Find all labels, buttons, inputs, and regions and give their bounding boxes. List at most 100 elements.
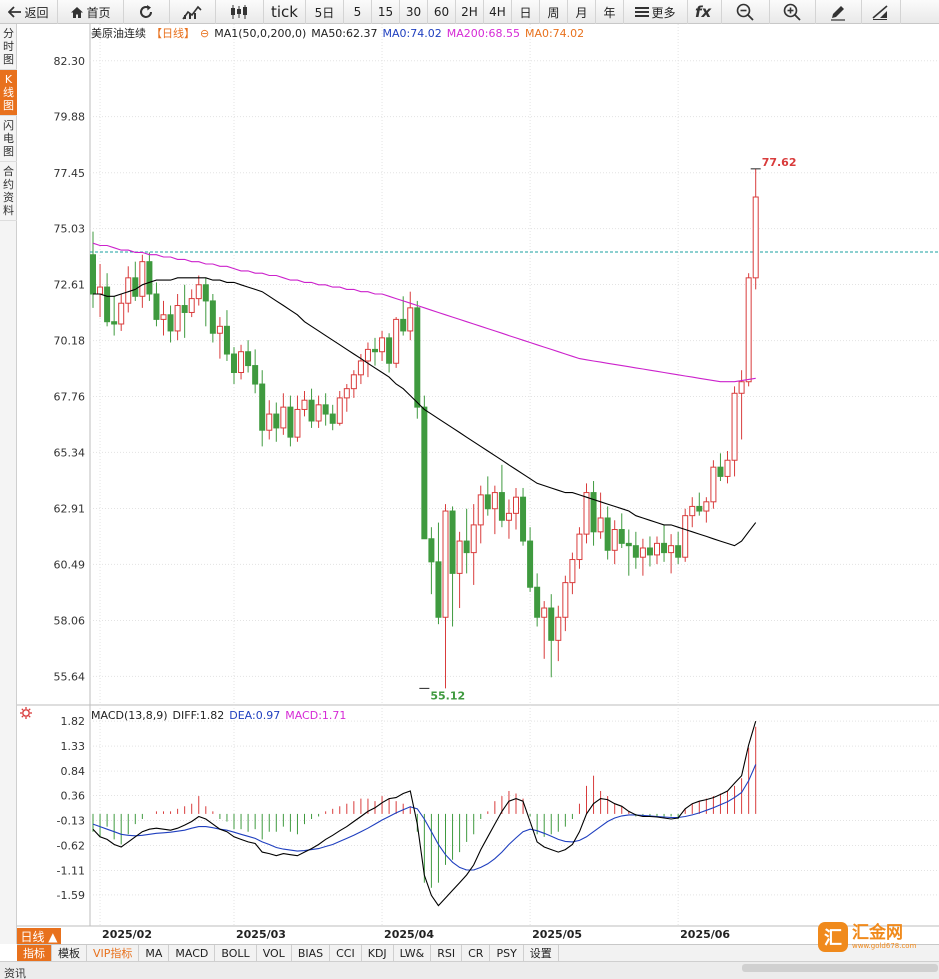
period-tick[interactable]: tick [264, 0, 306, 24]
period-5[interactable]: 5 [344, 0, 372, 24]
candle-body [654, 542, 660, 556]
tab-settings[interactable]: 设置 [524, 945, 559, 961]
tab-contract-char: 合 [3, 165, 14, 178]
period-month-label: 月 [575, 5, 588, 20]
legend-item: MA1(50,0,200,0) [214, 27, 306, 40]
ma50-line [93, 277, 757, 547]
home-button[interactable]: 首页 [58, 0, 124, 24]
candles-icon [229, 4, 249, 20]
candle-body [294, 408, 301, 438]
candle-body [442, 510, 449, 618]
logo-url: www.gold678.com [852, 941, 917, 950]
tab-flash-char: 图 [3, 145, 14, 158]
indicator-settings-icon[interactable] [20, 707, 32, 719]
candle-body [470, 524, 477, 554]
candle-body [703, 501, 710, 512]
period-month[interactable]: 月 [568, 0, 596, 24]
candle-body [280, 406, 287, 429]
period-30[interactable]: 30 [400, 0, 428, 24]
tab-timeshare[interactable]: 分时图 [0, 24, 17, 70]
candle-body [477, 494, 484, 526]
period-day[interactable]: 日 [512, 0, 540, 24]
formula-button[interactable]: fx [688, 0, 722, 24]
news-tab[interactable]: 资讯 [4, 967, 26, 979]
date-tick-label: 2025/02 [102, 928, 152, 941]
date-tick-label: 2025/04 [384, 928, 434, 941]
candle-body [238, 351, 245, 373]
candle-body [364, 348, 371, 362]
draw-button[interactable] [816, 0, 862, 24]
candle-body [738, 381, 745, 394]
tab-macd[interactable]: MACD [169, 945, 216, 961]
candle-body [498, 492, 505, 521]
period-5d[interactable]: 5日 [306, 0, 344, 24]
collapse-button[interactable] [862, 0, 901, 24]
zoom-out-icon [736, 3, 754, 21]
back-arrow-icon [8, 6, 22, 18]
period-60[interactable]: 60 [428, 0, 456, 24]
extreme-label: 77.62 [762, 156, 797, 169]
zoom-out-button[interactable] [722, 0, 770, 24]
scroll-handle[interactable] [742, 964, 938, 972]
candle-body [435, 561, 442, 618]
tab-bias[interactable]: BIAS [292, 945, 331, 961]
candle-type-button[interactable] [216, 0, 264, 24]
period-year[interactable]: 年 [596, 0, 624, 24]
tab-psy[interactable]: PSY [490, 945, 524, 961]
zoom-in-button[interactable] [770, 0, 816, 24]
pencil-icon [829, 3, 847, 21]
legend-item: MA0:74.02 [383, 27, 442, 40]
candle-body [216, 325, 223, 334]
tab-vol[interactable]: VOL [257, 945, 292, 961]
price-tick-label: 82.30 [54, 55, 86, 68]
period-5d-label: 5日 [314, 5, 335, 20]
legend-item: ⊖ [200, 27, 209, 40]
candle-body [322, 404, 329, 415]
period-15[interactable]: 15 [372, 0, 400, 24]
candle-body [104, 286, 111, 323]
candle-body [597, 517, 604, 533]
candle-body [421, 406, 428, 540]
tab-contract[interactable]: 合约资料 [0, 162, 17, 221]
candle-body [259, 383, 266, 431]
tab-rsi[interactable]: RSI [431, 945, 463, 961]
period-2h[interactable]: 2H [456, 0, 484, 24]
macd-tick-label: -0.62 [57, 839, 85, 852]
candle-body [513, 496, 519, 514]
candle-body [252, 365, 259, 385]
candle-body [668, 545, 675, 554]
candle-body [414, 307, 421, 408]
tab-cci[interactable]: CCI [330, 945, 362, 961]
period-selector-button[interactable]: 日线 ▲ [17, 928, 61, 944]
candle-body [231, 353, 237, 373]
refresh-button[interactable] [124, 0, 170, 24]
candle-body [752, 196, 759, 279]
candle-body [541, 607, 548, 618]
tab-cr[interactable]: CR [462, 945, 491, 961]
tab-flash[interactable]: 闪电图 [0, 116, 17, 162]
candle-body [273, 413, 280, 429]
candle-body [202, 284, 209, 302]
candle-body [153, 293, 160, 320]
tab-indicator[interactable]: 指标 [17, 945, 52, 961]
candle-body [301, 399, 308, 410]
dea-line [92, 764, 757, 871]
date-tick-label: 2025/05 [532, 928, 582, 941]
period-4h[interactable]: 4H [484, 0, 512, 24]
period-week[interactable]: 周 [540, 0, 568, 24]
tab-kdj[interactable]: KDJ [362, 945, 394, 961]
tab-lw[interactable]: LW& [394, 945, 432, 961]
kline-chart[interactable]: 82.30 79.88 77.45 75.03 72.61 70.18 67.76 65.34… [0, 0, 939, 944]
candle-body [562, 582, 569, 618]
back-button[interactable]: 返回 [0, 0, 58, 24]
candle-body [463, 540, 470, 554]
tab-boll[interactable]: BOLL [215, 945, 257, 961]
tab-template[interactable]: 模板 [52, 945, 87, 961]
more-button-label: 更多 [651, 5, 676, 20]
candle-body [576, 533, 583, 561]
tab-vip-indicator[interactable]: VIP指标 [87, 945, 140, 961]
more-button[interactable]: 更多 [624, 0, 688, 24]
tab-ma[interactable]: MA [139, 945, 170, 961]
chart-type-button[interactable] [170, 0, 216, 24]
